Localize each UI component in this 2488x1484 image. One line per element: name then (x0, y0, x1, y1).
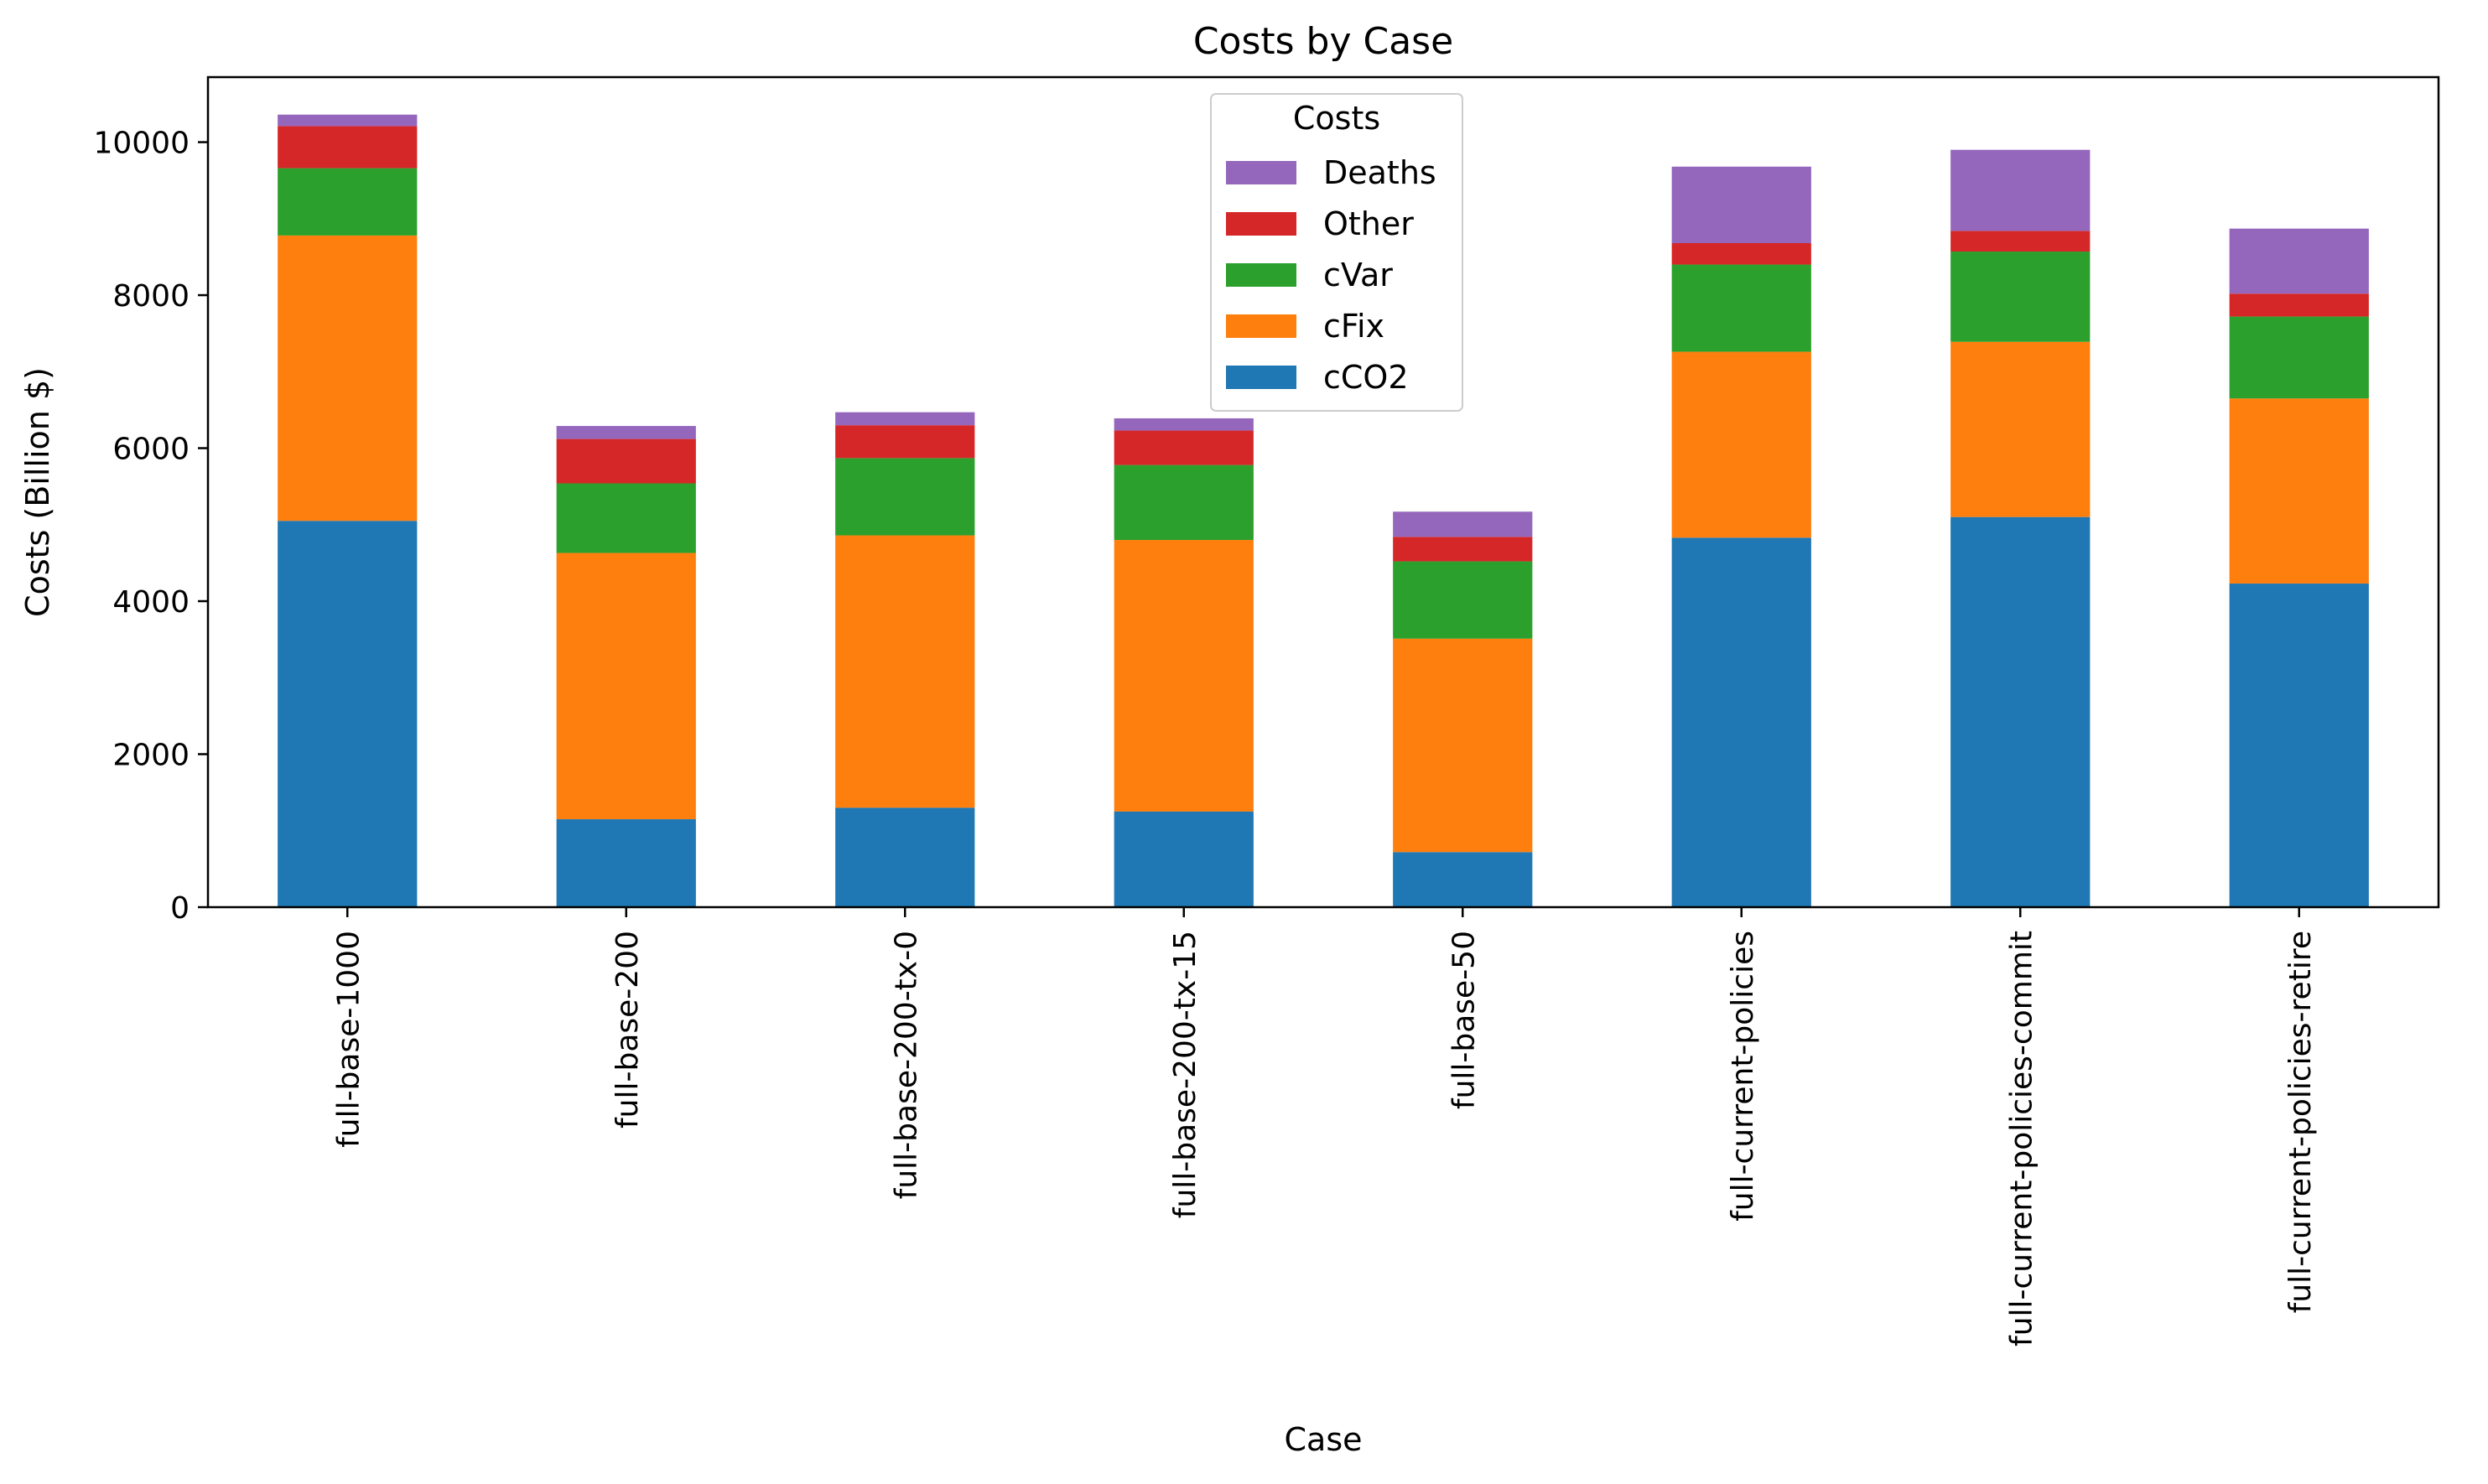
bar-segment-cco2-3 (835, 807, 975, 907)
legend-swatch-deaths (1226, 161, 1296, 184)
bar-segment-cvar-8 (2229, 316, 2369, 399)
bar-segment-cco2-1 (278, 521, 418, 907)
bar-segment-deaths-4 (1114, 418, 1254, 431)
bar-segment-cco2-6 (1671, 537, 1811, 907)
x-tick-label: full-base-200-tx-15 (1168, 931, 1202, 1218)
legend: Costs Deaths Other cVar cFix cCO2 (1210, 93, 1463, 412)
x-tick-label: full-current-policies-retire (2283, 931, 2318, 1313)
legend-label-other: Other (1323, 205, 1414, 242)
bar-segment-cvar-1 (278, 168, 418, 236)
bar-segment-deaths-6 (1671, 166, 1811, 243)
bar-segment-deaths-2 (556, 426, 696, 439)
plot-frame (206, 75, 2440, 909)
x-tick-label: full-base-1000 (331, 931, 366, 1148)
bar-segment-deaths-8 (2229, 228, 2369, 294)
bar-segment-other-6 (1671, 243, 1811, 265)
bar-segment-deaths-7 (1950, 149, 2091, 231)
legend-label-cco2: cCO2 (1323, 359, 1409, 396)
bar-segment-cco2-8 (2229, 584, 2369, 907)
legend-label-cvar: cVar (1323, 257, 1393, 293)
bar-segment-other-7 (1950, 231, 2091, 252)
bar-segment-cvar-3 (835, 458, 975, 536)
bar-segment-cfix-1 (278, 235, 418, 521)
y-tick-label: 2000 (112, 739, 190, 773)
legend-label-deaths: Deaths (1323, 154, 1436, 191)
bar-segment-cfix-4 (1114, 540, 1254, 812)
legend-swatch-cco2 (1226, 366, 1296, 389)
bar-segment-cfix-7 (1950, 341, 2091, 517)
bar-segment-cvar-5 (1393, 561, 1533, 639)
bar-segment-other-1 (278, 126, 418, 169)
bar-segment-cco2-7 (1950, 516, 2091, 907)
bar-segment-other-4 (1114, 430, 1254, 465)
legend-swatch-cfix (1226, 314, 1296, 338)
legend-label-cfix: cFix (1323, 308, 1384, 345)
x-axis-label: Case (1285, 1421, 1363, 1458)
bar-segment-deaths-3 (835, 412, 975, 426)
bar-segment-other-5 (1393, 537, 1533, 562)
y-axis-label: Costs (Billion $) (19, 367, 56, 617)
x-tick-label: full-current-policies (1726, 931, 1760, 1222)
plot-area: 0 2000 4000 6000 8000 10000 full-base-1000 full… (93, 75, 2440, 1346)
y-tick-label: 6000 (112, 433, 190, 467)
bar-segment-cco2-2 (556, 819, 696, 907)
bar-segment-cfix-6 (1671, 351, 1811, 538)
bar-segment-deaths-1 (278, 114, 418, 127)
x-tick-label: full-base-200-tx-0 (889, 931, 923, 1199)
bar-segment-cfix-8 (2229, 398, 2369, 584)
x-tick-label: full-current-policies-commit (2004, 931, 2039, 1346)
y-tick-label: 4000 (112, 585, 190, 620)
bar-segment-cfix-3 (835, 535, 975, 808)
x-tick-label: full-base-200 (610, 931, 645, 1129)
bar-segment-cvar-4 (1114, 464, 1254, 541)
y-tick-label: 8000 (112, 279, 190, 314)
bar-segment-cvar-6 (1671, 264, 1811, 352)
bar-segment-cco2-4 (1114, 811, 1254, 907)
bar-segment-other-2 (556, 438, 696, 484)
legend-title: Costs (1293, 100, 1380, 137)
bar-segment-other-8 (2229, 293, 2369, 317)
bar-segment-cfix-5 (1393, 638, 1533, 853)
y-tick-label: 10000 (93, 127, 190, 161)
x-tick-label: full-base-50 (1447, 931, 1481, 1109)
legend-swatch-other (1226, 212, 1296, 236)
bar-segment-other-3 (835, 425, 975, 459)
bar-segment-cvar-7 (1950, 252, 2091, 342)
bar-segment-cco2-5 (1393, 852, 1533, 907)
bar-segment-deaths-5 (1393, 511, 1533, 537)
chart-title: Costs by Case (1193, 20, 1453, 63)
y-tick-label: 0 (170, 891, 190, 926)
bar-segment-cfix-2 (556, 553, 696, 820)
legend-swatch-cvar (1226, 263, 1296, 287)
bar-segment-cvar-2 (556, 483, 696, 553)
